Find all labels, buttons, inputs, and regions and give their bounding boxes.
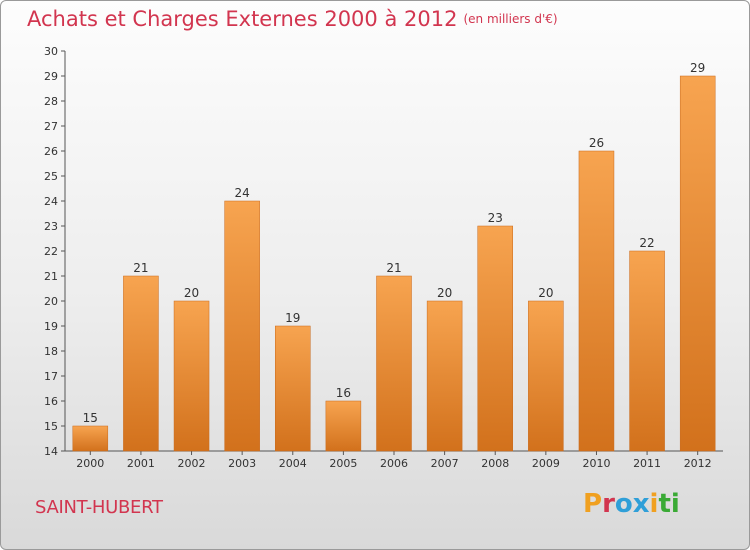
- title-text: Achats et Charges Externes 2000 à 2012: [27, 7, 458, 31]
- y-tick-label: 26: [44, 145, 58, 158]
- data-label-2004: 19: [285, 311, 300, 325]
- x-tick-label-2005: 2005: [329, 457, 357, 470]
- bar-2002: [173, 300, 210, 452]
- logo-letter: P: [583, 489, 603, 519]
- x-tick-label-2012: 2012: [684, 457, 712, 470]
- y-tick-label: 16: [44, 395, 58, 408]
- bar-2000: [72, 425, 109, 452]
- axes: 14 15 16 17 18 19 20 21 22 23 24 25 26 27 28 29 30 2000 20…: [44, 45, 723, 470]
- logo-letter: o: [614, 489, 633, 519]
- bar-2011: [629, 250, 665, 452]
- y-tick-label: 15: [44, 420, 58, 433]
- x-tick-label-2000: 2000: [76, 457, 104, 470]
- data-label-2010: 26: [589, 136, 604, 150]
- x-tick-label-2001: 2001: [127, 457, 155, 470]
- unit-subtitle: (en milliers d'€): [463, 12, 558, 26]
- data-label-2003: 24: [235, 186, 250, 200]
- y-tick-label: 27: [44, 120, 58, 133]
- y-tick-label: 24: [44, 195, 58, 208]
- chart-title: Achats et Charges Externes 2000 à 2012 (e…: [27, 7, 558, 31]
- y-tick-label: 21: [44, 270, 58, 283]
- data-label-2009: 20: [538, 286, 553, 300]
- y-tick-label: 20: [44, 295, 58, 308]
- bar-2001: [123, 275, 159, 452]
- y-tick-label: 25: [44, 170, 58, 183]
- x-tick-label-2009: 2009: [532, 457, 560, 470]
- bar-2003: [224, 200, 260, 452]
- x-tick-label-2006: 2006: [380, 457, 408, 470]
- y-tick-label: 22: [44, 245, 58, 258]
- bar-2004: [275, 325, 311, 452]
- y-tick-label: 28: [44, 95, 58, 108]
- bar-2007: [426, 300, 463, 452]
- bar-2012: [679, 75, 716, 452]
- proxiti-logo[interactable]: Proxiti: [583, 489, 680, 519]
- data-label-2006: 21: [386, 261, 401, 275]
- x-tick-label-2002: 2002: [178, 457, 206, 470]
- x-tick-label-2010: 2010: [582, 457, 610, 470]
- y-tick-label: 29: [44, 70, 58, 83]
- data-label-2012: 29: [690, 61, 705, 75]
- x-tick-label-2007: 2007: [431, 457, 459, 470]
- x-tick-label-2003: 2003: [228, 457, 256, 470]
- x-tick-label-2004: 2004: [279, 457, 307, 470]
- y-tick-label: 19: [44, 320, 58, 333]
- logo-letter: i: [649, 489, 659, 519]
- data-label-2011: 22: [639, 236, 654, 250]
- data-label-2002: 20: [184, 286, 199, 300]
- logo-letter: x: [632, 489, 650, 519]
- bar-2010: [578, 150, 615, 452]
- y-tick-label: 23: [44, 220, 58, 233]
- x-tick-label-2011: 2011: [633, 457, 661, 470]
- commune-name: SAINT-HUBERT: [35, 497, 163, 518]
- y-tick-label: 17: [44, 370, 58, 383]
- logo-letter: i: [670, 489, 680, 519]
- data-label-2001: 21: [133, 261, 148, 275]
- bar-2005: [325, 400, 362, 452]
- logo-letter: t: [658, 489, 671, 519]
- data-label-2008: 23: [488, 211, 503, 225]
- y-tick-label: 30: [44, 45, 58, 58]
- y-tick-label: 14: [44, 445, 58, 458]
- bar-2009: [528, 300, 564, 452]
- y-tick-label: 18: [44, 345, 58, 358]
- bars: 15 21 20 24 19 16 21 20 23 20 26 22 29: [72, 61, 716, 452]
- x-tick-label-2008: 2008: [481, 457, 509, 470]
- bar-2008: [477, 225, 513, 452]
- data-label-2005: 16: [336, 386, 351, 400]
- logo-letter: r: [602, 489, 615, 519]
- data-label-2000: 15: [83, 411, 98, 425]
- data-label-2007: 20: [437, 286, 452, 300]
- bar-2006: [376, 275, 412, 452]
